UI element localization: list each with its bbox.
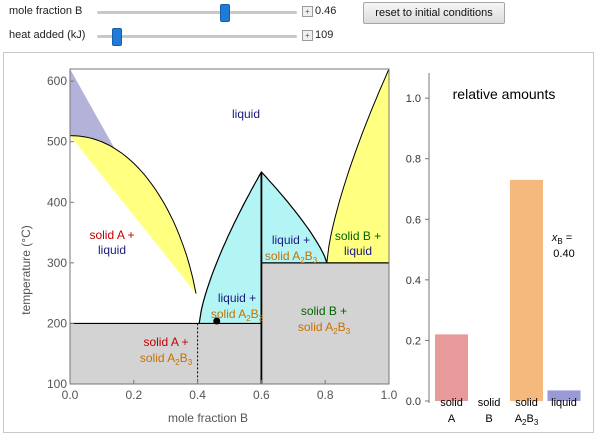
label-solid-b-liquid-line1: solid B + — [335, 229, 381, 243]
chart-bars — [435, 180, 581, 401]
mole-fraction-expand-icon[interactable]: + — [302, 6, 313, 17]
label-solid-b-liquid-line2: liquid — [344, 244, 372, 258]
content-panel: 0.0 0.2 0.4 0.6 0.8 1.0 100 200 300 400 500 600 mo… — [3, 52, 594, 433]
y-tick-label: 400 — [47, 195, 67, 209]
bar-label-line1: solid — [515, 397, 538, 409]
reset-button[interactable]: reset to initial conditions — [363, 2, 505, 24]
x-tick-label: 0.6 — [253, 388, 270, 402]
label-solid-b-a2b3-line1: solid B + — [301, 304, 347, 318]
x-axis-label: mole fraction B — [168, 411, 248, 425]
chart-y-tick-label: 0.0 — [406, 396, 421, 408]
chart-y-tick-label: 0.2 — [406, 335, 421, 347]
bar-label-line1: solid — [478, 397, 501, 409]
relative-amounts-chart: relative amounts 0.0 0.2 0.4 0.6 0.8 1.0 soli… — [406, 73, 581, 427]
mole-fraction-value: 0.46 — [315, 5, 336, 17]
bar-0 — [435, 334, 468, 401]
heat-added-expand-icon[interactable]: + — [302, 30, 313, 41]
label-liquid-a2b3-left-line2: solid A2B3 — [211, 307, 264, 323]
mole-fraction-slider[interactable] — [97, 11, 297, 14]
label-liquid-a2b3-right-line1: liquid + — [272, 233, 310, 247]
x-tick-label: 0.8 — [317, 388, 334, 402]
y-tick-label: 600 — [47, 74, 67, 88]
mole-fraction-label: mole fraction B — [9, 5, 82, 17]
chart-title: relative amounts — [453, 86, 556, 102]
mole-fraction-control: mole fraction B + 0.46 — [0, 2, 595, 22]
label-solid-a-a2b3-line2: solid A2B3 — [140, 351, 193, 367]
y-tick-label: 300 — [47, 256, 67, 270]
label-liquid-a2b3-right-line2: solid A2B3 — [265, 249, 318, 265]
chart-y-tick-label: 0.8 — [406, 154, 421, 166]
label-solid-b-a2b3-line2: solid A2B3 — [298, 320, 351, 336]
heat-added-label: heat added (kJ) — [9, 29, 85, 41]
xb-annotation-value: 0.40 — [553, 248, 574, 260]
y-axis-label: temperature (°C) — [19, 225, 33, 315]
x-tick-label: 1.0 — [381, 388, 398, 402]
y-tick-label: 200 — [47, 316, 67, 330]
label-liquid-a2b3-left-line1: liquid + — [218, 291, 256, 305]
y-tick-label: 500 — [47, 135, 67, 149]
xb-annotation-label: xB = — [551, 232, 572, 246]
heat-added-slider[interactable] — [97, 35, 297, 38]
bar-label-line1: liquid — [551, 397, 577, 409]
bar-label-line2: A — [448, 413, 456, 425]
label-liquid: liquid — [232, 107, 260, 121]
y-tick-label: 100 — [47, 377, 67, 391]
label-solid-a-liquid-line2: liquid — [98, 243, 126, 257]
heat-added-slider-thumb[interactable] — [112, 28, 122, 46]
chart-y-tick-label: 0.4 — [406, 275, 421, 287]
chart-y-tick-label: 1.0 — [406, 93, 421, 105]
chart-y-ticks: 0.0 0.2 0.4 0.6 0.8 1.0 — [406, 93, 429, 408]
bar-label-line1: solid — [440, 397, 463, 409]
label-solid-a-a2b3-line1: solid A + — [143, 335, 188, 349]
bar-2 — [510, 180, 543, 401]
bar-label-line2: A2B3 — [515, 413, 539, 427]
x-tick-label: 0.4 — [189, 388, 206, 402]
mole-fraction-slider-thumb[interactable] — [220, 4, 230, 22]
x-tick-label: 0.2 — [125, 388, 142, 402]
heat-added-control: heat added (kJ) + 109 — [0, 26, 595, 46]
region-solid-a-liquid — [70, 136, 196, 294]
heat-added-value: 109 — [315, 29, 333, 41]
figure-canvas: 0.0 0.2 0.4 0.6 0.8 1.0 100 200 300 400 500 600 mo… — [4, 53, 593, 432]
label-solid-a-liquid-line1: solid A + — [89, 228, 134, 242]
chart-y-tick-label: 0.6 — [406, 214, 421, 226]
bar-label-line2: B — [485, 413, 492, 425]
